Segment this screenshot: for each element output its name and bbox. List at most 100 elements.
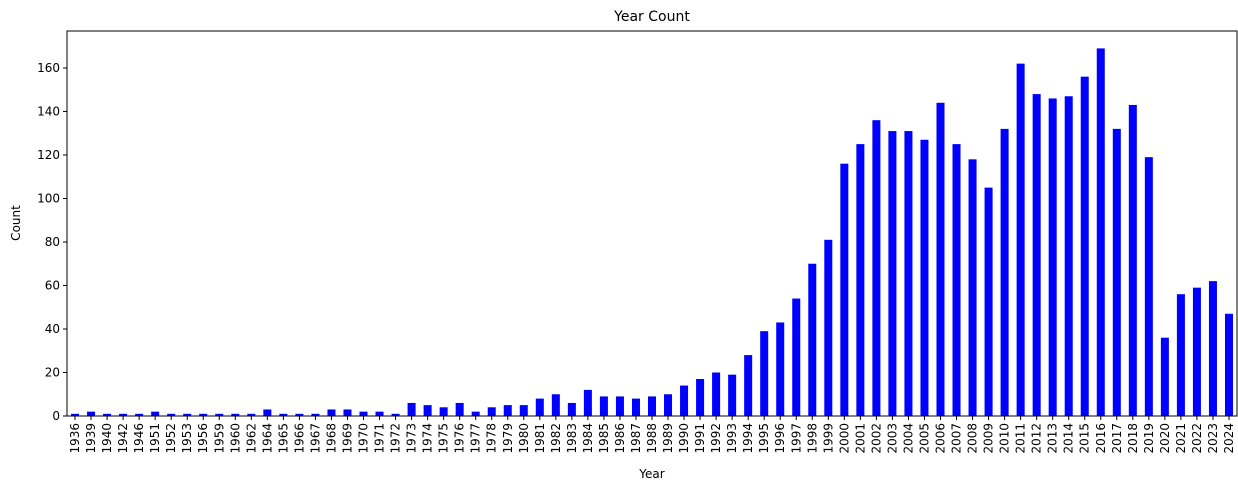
x-tick-label: 2011 <box>1014 423 1028 454</box>
bar-1966 <box>295 413 304 416</box>
bar-1964 <box>263 409 272 416</box>
x-tick-label: 1960 <box>228 423 242 454</box>
x-tick-label: 1999 <box>821 423 835 454</box>
bar-1983 <box>567 402 576 416</box>
bar-2004 <box>904 131 913 416</box>
x-tick-label: 1996 <box>773 423 787 454</box>
y-tick-label: 160 <box>37 61 60 75</box>
bar-1936 <box>71 413 80 416</box>
bar-1992 <box>712 372 721 416</box>
x-tick-label: 1986 <box>613 423 627 454</box>
x-tick-label: 2009 <box>982 423 996 454</box>
x-tick-label: 1959 <box>212 423 226 454</box>
bar-1951 <box>151 411 160 416</box>
x-tick-label: 2017 <box>1110 423 1124 454</box>
y-axis: 0 20 40 60 80 100 120 140 160 <box>37 61 67 423</box>
bar-2011 <box>1016 63 1025 416</box>
bar-1982 <box>551 394 560 416</box>
x-tick-label: 1991 <box>693 423 707 454</box>
bar-1953 <box>183 413 192 416</box>
bar-1940 <box>103 413 112 416</box>
bar-1987 <box>631 398 640 416</box>
bar-1999 <box>824 239 833 416</box>
x-tick-label: 1981 <box>533 423 547 454</box>
x-tick-label: 1964 <box>260 423 274 454</box>
bar-1981 <box>535 398 544 416</box>
bar-2014 <box>1064 96 1073 416</box>
bar-1979 <box>503 405 512 416</box>
bar-2020 <box>1160 337 1169 416</box>
x-tick-label: 1946 <box>132 423 146 454</box>
bar-1993 <box>728 374 737 416</box>
x-tick-label: 1990 <box>677 423 691 454</box>
bar-1969 <box>343 409 352 416</box>
x-tick-label: 2018 <box>1126 423 1140 454</box>
x-tick-label: 1985 <box>597 423 611 454</box>
x-tick-label: 2004 <box>901 423 915 454</box>
bar-1976 <box>455 402 464 416</box>
x-tick-label: 1969 <box>340 423 354 454</box>
x-tick-label: 1984 <box>581 423 595 454</box>
bar-2003 <box>888 131 897 416</box>
bar-2012 <box>1032 94 1041 416</box>
y-tick-label: 40 <box>45 322 60 336</box>
x-tick-label: 1995 <box>757 423 771 454</box>
x-tick-label: 2007 <box>950 423 964 454</box>
x-tick-label: 1976 <box>453 423 467 454</box>
x-tick-label: 1979 <box>501 423 515 454</box>
x-tick-label: 2020 <box>1158 423 1172 454</box>
x-tick-label: 1978 <box>485 423 499 454</box>
x-tick-label: 2021 <box>1174 423 1188 454</box>
x-tick-label: 1936 <box>68 423 82 454</box>
bar-2018 <box>1128 104 1137 416</box>
bar-1952 <box>167 413 176 416</box>
bar-1968 <box>327 409 336 416</box>
bar-2013 <box>1048 98 1057 417</box>
y-tick-label: 120 <box>37 148 60 162</box>
bar-1959 <box>215 413 224 416</box>
bar-2024 <box>1224 313 1233 416</box>
x-tick-label: 1994 <box>741 423 755 454</box>
x-tick-label: 2022 <box>1190 423 1204 454</box>
y-tick-label: 100 <box>37 191 60 205</box>
bar-1956 <box>199 413 208 416</box>
bar-2015 <box>1080 76 1089 417</box>
bar-2021 <box>1176 294 1185 416</box>
x-tick-label: 1987 <box>629 423 643 454</box>
bar-1965 <box>279 413 288 416</box>
bar-2001 <box>856 144 865 417</box>
x-tick-label: 1971 <box>373 423 387 454</box>
bar-1970 <box>359 411 368 416</box>
bar-2019 <box>1144 157 1153 416</box>
bar-1972 <box>391 413 400 416</box>
bar-1977 <box>471 411 480 416</box>
x-tick-label: 1965 <box>276 423 290 454</box>
x-tick-label: 1997 <box>789 423 803 454</box>
x-tick-label: 1956 <box>196 423 210 454</box>
bar-2007 <box>952 144 961 417</box>
plot-frame <box>66 30 1238 417</box>
bar-1998 <box>808 263 817 416</box>
bar-1974 <box>423 405 432 416</box>
bar-1960 <box>231 413 240 416</box>
x-tick-label: 1939 <box>84 423 98 454</box>
bar-1971 <box>375 411 384 416</box>
x-tick-label: 1983 <box>565 423 579 454</box>
x-tick-label: 2014 <box>1062 423 1076 454</box>
bar-1946 <box>135 413 144 416</box>
bar-1978 <box>487 407 496 416</box>
x-tick-label: 2012 <box>1030 423 1044 454</box>
x-tick-label: 1972 <box>389 423 403 454</box>
bar-1996 <box>776 322 785 416</box>
bar-1985 <box>599 396 608 416</box>
y-axis-label: Count <box>9 205 23 241</box>
y-tick-label: 20 <box>45 366 60 380</box>
x-tick-label: 1951 <box>148 423 162 454</box>
x-tick-label: 1998 <box>805 423 819 454</box>
x-tick-label: 1989 <box>661 423 675 454</box>
x-tick-label: 1952 <box>164 423 178 454</box>
x-tick-label: 1988 <box>645 423 659 454</box>
x-tick-label: 2023 <box>1206 423 1220 454</box>
bar-1995 <box>760 331 769 416</box>
